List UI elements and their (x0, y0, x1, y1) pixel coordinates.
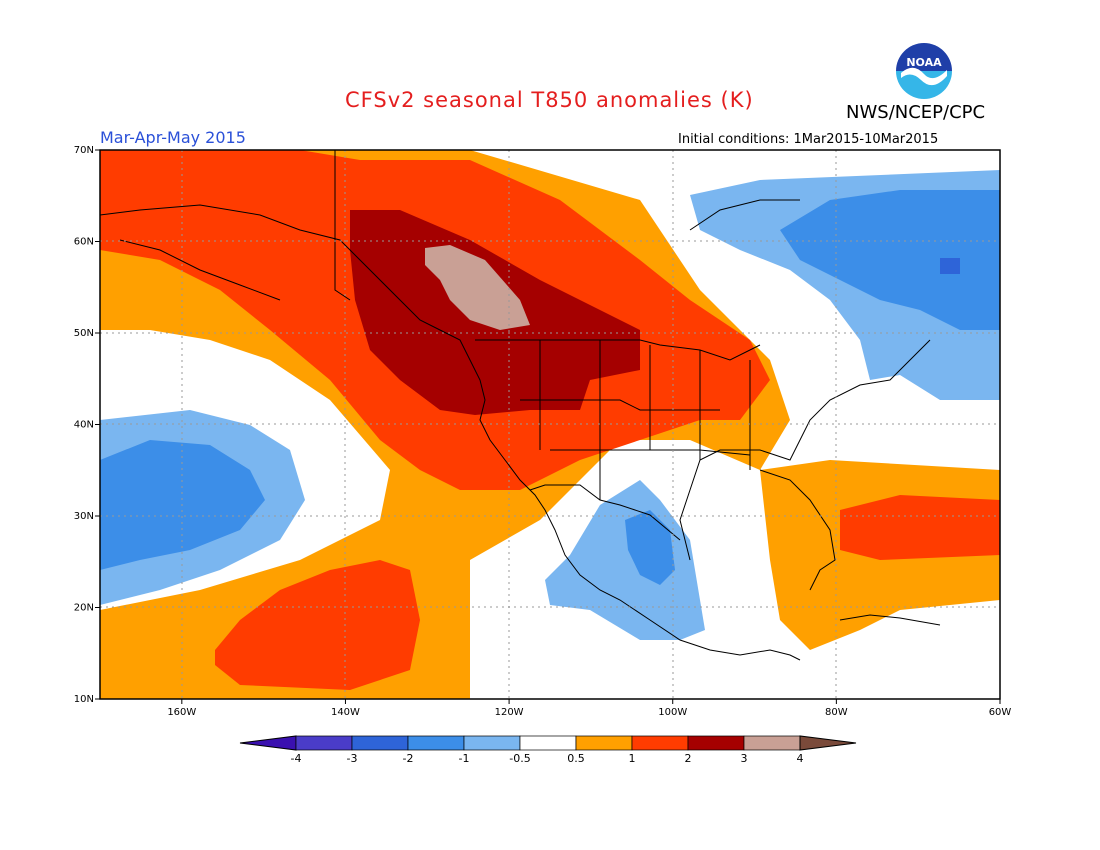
colorbar-label: 3 (741, 752, 748, 765)
lat-tick-label: 50N (74, 328, 94, 339)
colorbar-label: 0.5 (567, 752, 585, 765)
lon-tick-label: 120W (495, 707, 524, 718)
lon-tick-label: 80W (825, 707, 848, 718)
anomaly-region-darkblue-canada-east (780, 190, 1000, 330)
lat-tick-label: 40N (74, 420, 94, 431)
coastlines (100, 199, 941, 661)
anomaly-region-red-atlantic (840, 495, 1000, 560)
colorbar-label: 4 (797, 752, 804, 765)
colorbar-label: -4 (291, 752, 302, 765)
agency-label: NWS/NCEP/CPC (846, 102, 986, 123)
colorbar-label: 2 (685, 752, 692, 765)
initial-conditions-label: Initial conditions: 1Mar2015-10Mar2015 (678, 132, 939, 147)
chart-title: CFSv2 seasonal T850 anomalies (K) (345, 88, 754, 112)
noaa-logo-text: NOAA (906, 56, 942, 69)
anomaly-cell-strong-cold (940, 258, 960, 274)
lat-tick-label: 60N (74, 237, 94, 248)
lon-tick-label: 140W (331, 707, 360, 718)
colorbar-under-triangle (239, 735, 297, 751)
anomaly-region-blue-mexico (545, 480, 705, 640)
lon-tick-label: 100W (658, 707, 687, 718)
lat-tick-label: 10N (74, 694, 94, 705)
colorbar-swatch (687, 735, 745, 751)
colorbar-swatch (463, 735, 521, 751)
anomaly-region-red-pacific (215, 560, 420, 690)
colorbar-label: -3 (347, 752, 358, 765)
political-borders (334, 150, 761, 541)
colorbar-swatch (575, 735, 633, 751)
anomaly-region-darkblue-mexico (625, 510, 675, 585)
longitude-ticks: 160W 140W 120W 100W 80W 60W (167, 699, 1011, 718)
colorbar-swatch (631, 735, 689, 751)
lon-tick-label: 60W (989, 707, 1012, 718)
colorbar-swatch (519, 735, 577, 751)
lon-tick-label: 160W (167, 707, 196, 718)
colorbar-label: 1 (629, 752, 636, 765)
colorbar-swatch (407, 735, 465, 751)
season-label: Mar-Apr-May 2015 (100, 128, 246, 147)
lat-tick-label: 20N (74, 603, 94, 614)
graticule (100, 150, 1000, 699)
lat-tick-label: 70N (74, 145, 94, 156)
colorbar-label: -2 (403, 752, 414, 765)
colorbar-swatch (743, 735, 801, 751)
colorbar-over-triangle (799, 735, 857, 751)
anomaly-region-peak (425, 245, 530, 330)
lat-tick-label: 30N (74, 511, 94, 522)
colorbar-label: -0.5 (509, 752, 530, 765)
noaa-logo: NOAA (894, 41, 954, 101)
latitude-ticks: 70N 60N 50N 40N 30N 20N 10N (74, 145, 100, 705)
colorbar-swatch (295, 735, 353, 751)
colorbar-label: -1 (459, 752, 470, 765)
colorbar-swatch (351, 735, 409, 751)
